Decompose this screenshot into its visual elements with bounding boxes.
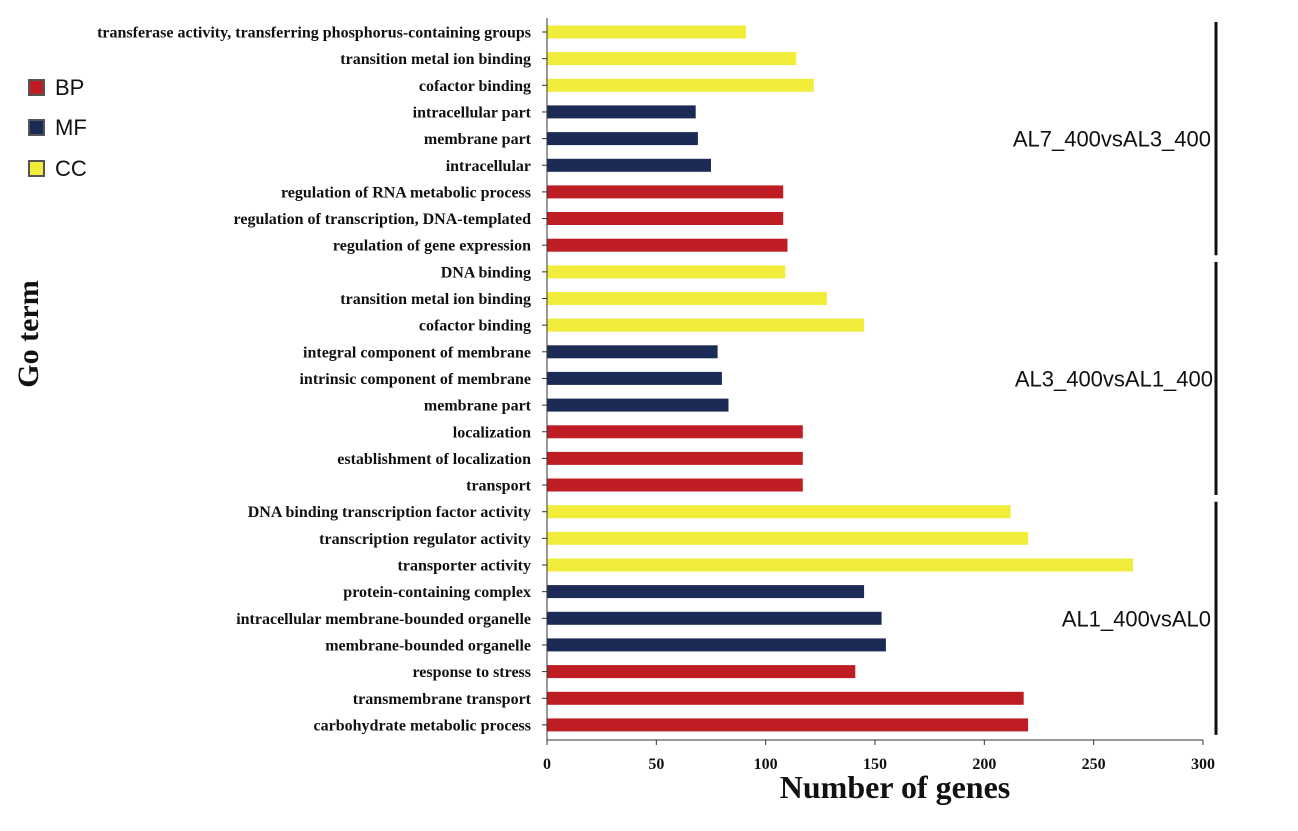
category-label: membrane-bounded organelle xyxy=(325,637,531,654)
bar-mf xyxy=(547,105,696,119)
category-label: intracellular membrane-bounded organelle xyxy=(236,611,531,628)
bar-mf xyxy=(547,638,886,652)
bar-mf xyxy=(547,158,711,172)
category-label: cofactor binding xyxy=(419,78,531,95)
legend-label: MF xyxy=(55,115,87,140)
category-label: intracellular part xyxy=(413,104,532,121)
bar-bp xyxy=(547,238,788,252)
bar-mf xyxy=(547,585,865,599)
bar-cc xyxy=(547,25,746,39)
x-tick-label: 150 xyxy=(863,756,887,773)
bar-mf xyxy=(547,345,718,359)
category-label: transporter activity xyxy=(398,558,531,575)
bar-mf xyxy=(547,371,722,385)
category-label: response to stress xyxy=(412,664,531,681)
legend-label: BP xyxy=(55,75,84,100)
group-label: AL7_400vsAL3_400 xyxy=(1013,127,1211,152)
legend-swatch-cc xyxy=(28,160,45,177)
legend-swatch-mf xyxy=(28,119,45,136)
category-label: DNA binding transcription factor activit… xyxy=(248,504,531,521)
bar-cc xyxy=(547,505,1011,519)
legend: BP MF CC xyxy=(28,75,87,181)
bar-mf xyxy=(547,611,882,625)
category-label: intrinsic component of membrane xyxy=(299,371,531,388)
bar-cc xyxy=(547,265,786,279)
legend-label: CC xyxy=(55,156,87,181)
y-axis-title: Go term xyxy=(12,280,45,387)
bars-layer xyxy=(547,25,1133,732)
category-label: integral component of membrane xyxy=(303,344,531,361)
group-brackets-layer: AL7_400vsAL3_400 AL3_400vsAL1_400 AL1_400v… xyxy=(1013,22,1218,735)
category-label: regulation of RNA metabolic process xyxy=(281,184,531,201)
bar-bp xyxy=(547,718,1029,732)
category-label: membrane part xyxy=(424,131,532,148)
bar-bp xyxy=(547,478,803,492)
bar-cc xyxy=(547,78,814,92)
category-labels-layer: transferase activity, transferring phosp… xyxy=(97,25,547,734)
bar-bp xyxy=(547,665,856,679)
x-tick-label: 200 xyxy=(972,756,996,773)
category-label: transcription regulator activity xyxy=(319,531,531,548)
x-tick-label: 0 xyxy=(543,756,551,773)
bar-bp xyxy=(547,212,784,225)
legend-swatch-bp xyxy=(28,79,45,96)
bar-bp xyxy=(547,451,803,465)
bar-cc xyxy=(547,292,827,305)
category-label: transition metal ion binding xyxy=(340,51,531,68)
bar-cc xyxy=(547,531,1029,545)
category-label: transition metal ion binding xyxy=(340,291,531,308)
bar-mf xyxy=(547,398,729,412)
category-label: DNA binding xyxy=(441,264,531,281)
bar-mf xyxy=(547,132,698,146)
bar-bp xyxy=(547,691,1024,705)
category-label: transferase activity, transferring phosp… xyxy=(97,25,531,42)
bar-cc xyxy=(547,318,865,332)
x-tick-label: 250 xyxy=(1082,756,1106,773)
category-label: carbohydrate metabolic process xyxy=(314,717,531,734)
category-label: localization xyxy=(453,424,531,441)
x-axis-title: Number of genes xyxy=(780,769,1011,805)
group-label: AL3_400vsAL1_400 xyxy=(1015,366,1213,391)
category-label: transport xyxy=(466,478,532,495)
bar-bp xyxy=(547,185,784,199)
category-label: cofactor binding xyxy=(419,318,531,335)
category-label: regulation of transcription, DNA-templat… xyxy=(234,211,532,228)
category-label: protein-containing complex xyxy=(343,584,531,601)
bar-cc xyxy=(547,558,1133,572)
group-label: AL1_400vsAL0 xyxy=(1062,606,1211,631)
x-tick-label: 50 xyxy=(648,756,664,773)
x-axis: 0 50 100 150 200 250 300 xyxy=(543,18,1215,773)
category-label: regulation of gene expression xyxy=(333,238,531,255)
x-tick-label: 300 xyxy=(1191,756,1215,773)
bar-cc xyxy=(547,52,797,66)
bar-bp xyxy=(547,425,803,439)
category-label: establishment of localization xyxy=(337,451,531,468)
category-label: intracellular xyxy=(446,158,531,175)
category-label: transmembrane transport xyxy=(353,691,532,708)
x-tick-label: 100 xyxy=(754,756,778,773)
category-label: membrane part xyxy=(424,398,532,415)
